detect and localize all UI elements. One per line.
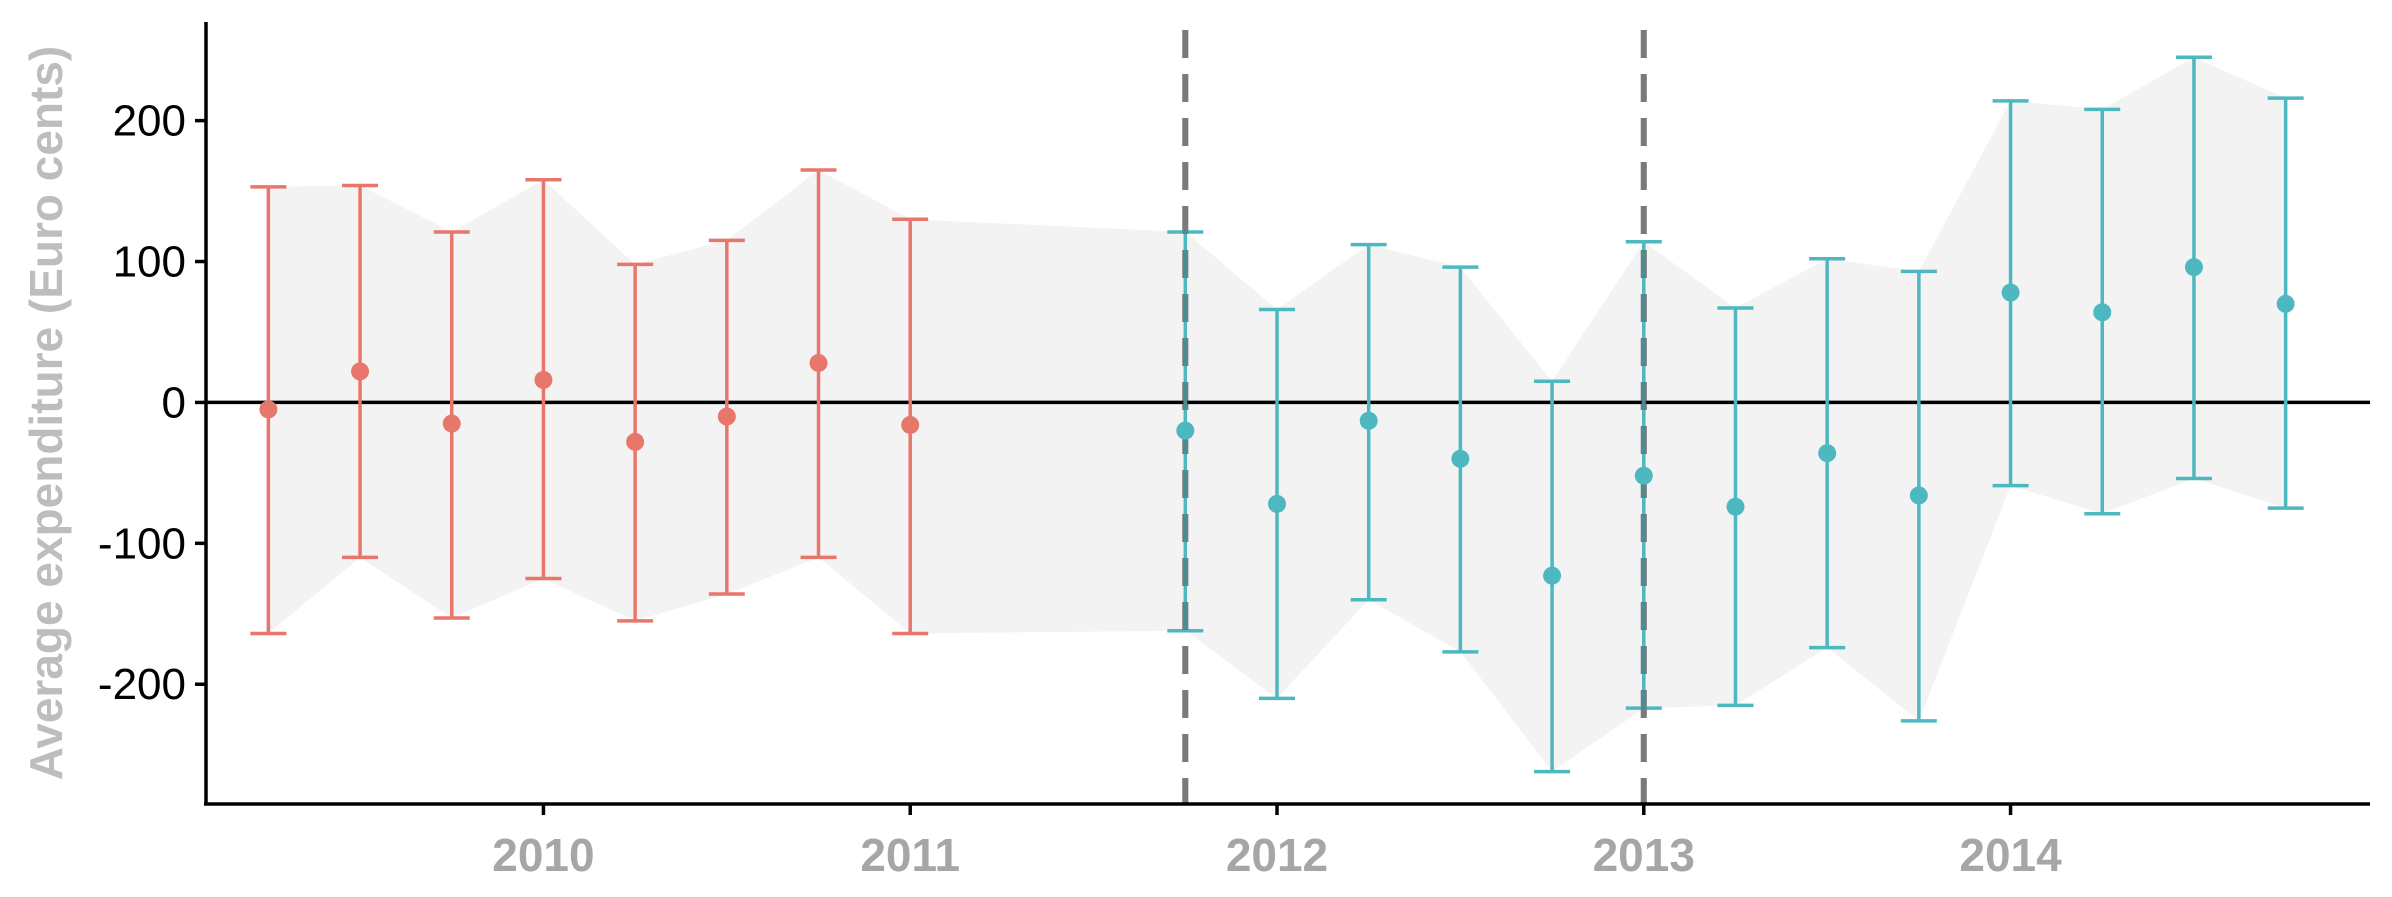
data-point [2276,294,2295,313]
y-axis-title: Average expenditure (Euro cents) [20,46,72,781]
data-point [442,414,461,433]
data-point [259,400,278,419]
data-point [717,407,736,426]
data-point [2001,283,2020,302]
data-point [1359,411,1378,430]
data-point [1267,494,1286,513]
x-tick-label: 2010 [492,829,594,881]
x-tick-label: 2011 [860,829,960,881]
axes-layer: -200 -100 0 100 200 2010 2011 2012 2013 2014 [98,22,2370,881]
data-point [1726,497,1745,516]
y-tick-label: 0 [162,378,186,427]
y-tick-label: -100 [98,519,186,568]
x-tick-label: 2014 [1959,829,2062,881]
data-point [1543,566,1562,585]
points-layer [259,258,2295,585]
y-tick-label: -200 [98,660,186,709]
data-point [1818,444,1837,463]
data-point [1634,466,1653,485]
data-point [1451,449,1470,468]
data-point [809,353,828,372]
y-tick-label: 200 [113,97,186,146]
data-point [626,432,645,451]
data-point [901,415,920,434]
data-point [534,370,553,389]
data-point [1909,486,1928,505]
y-tick-label: 100 [113,238,186,287]
x-tick-label: 2012 [1226,829,1328,881]
data-point [2093,303,2112,322]
data-point [1176,421,1195,440]
x-tick-label: 2013 [1593,829,1695,881]
data-point [351,362,370,381]
data-point [2184,258,2203,277]
